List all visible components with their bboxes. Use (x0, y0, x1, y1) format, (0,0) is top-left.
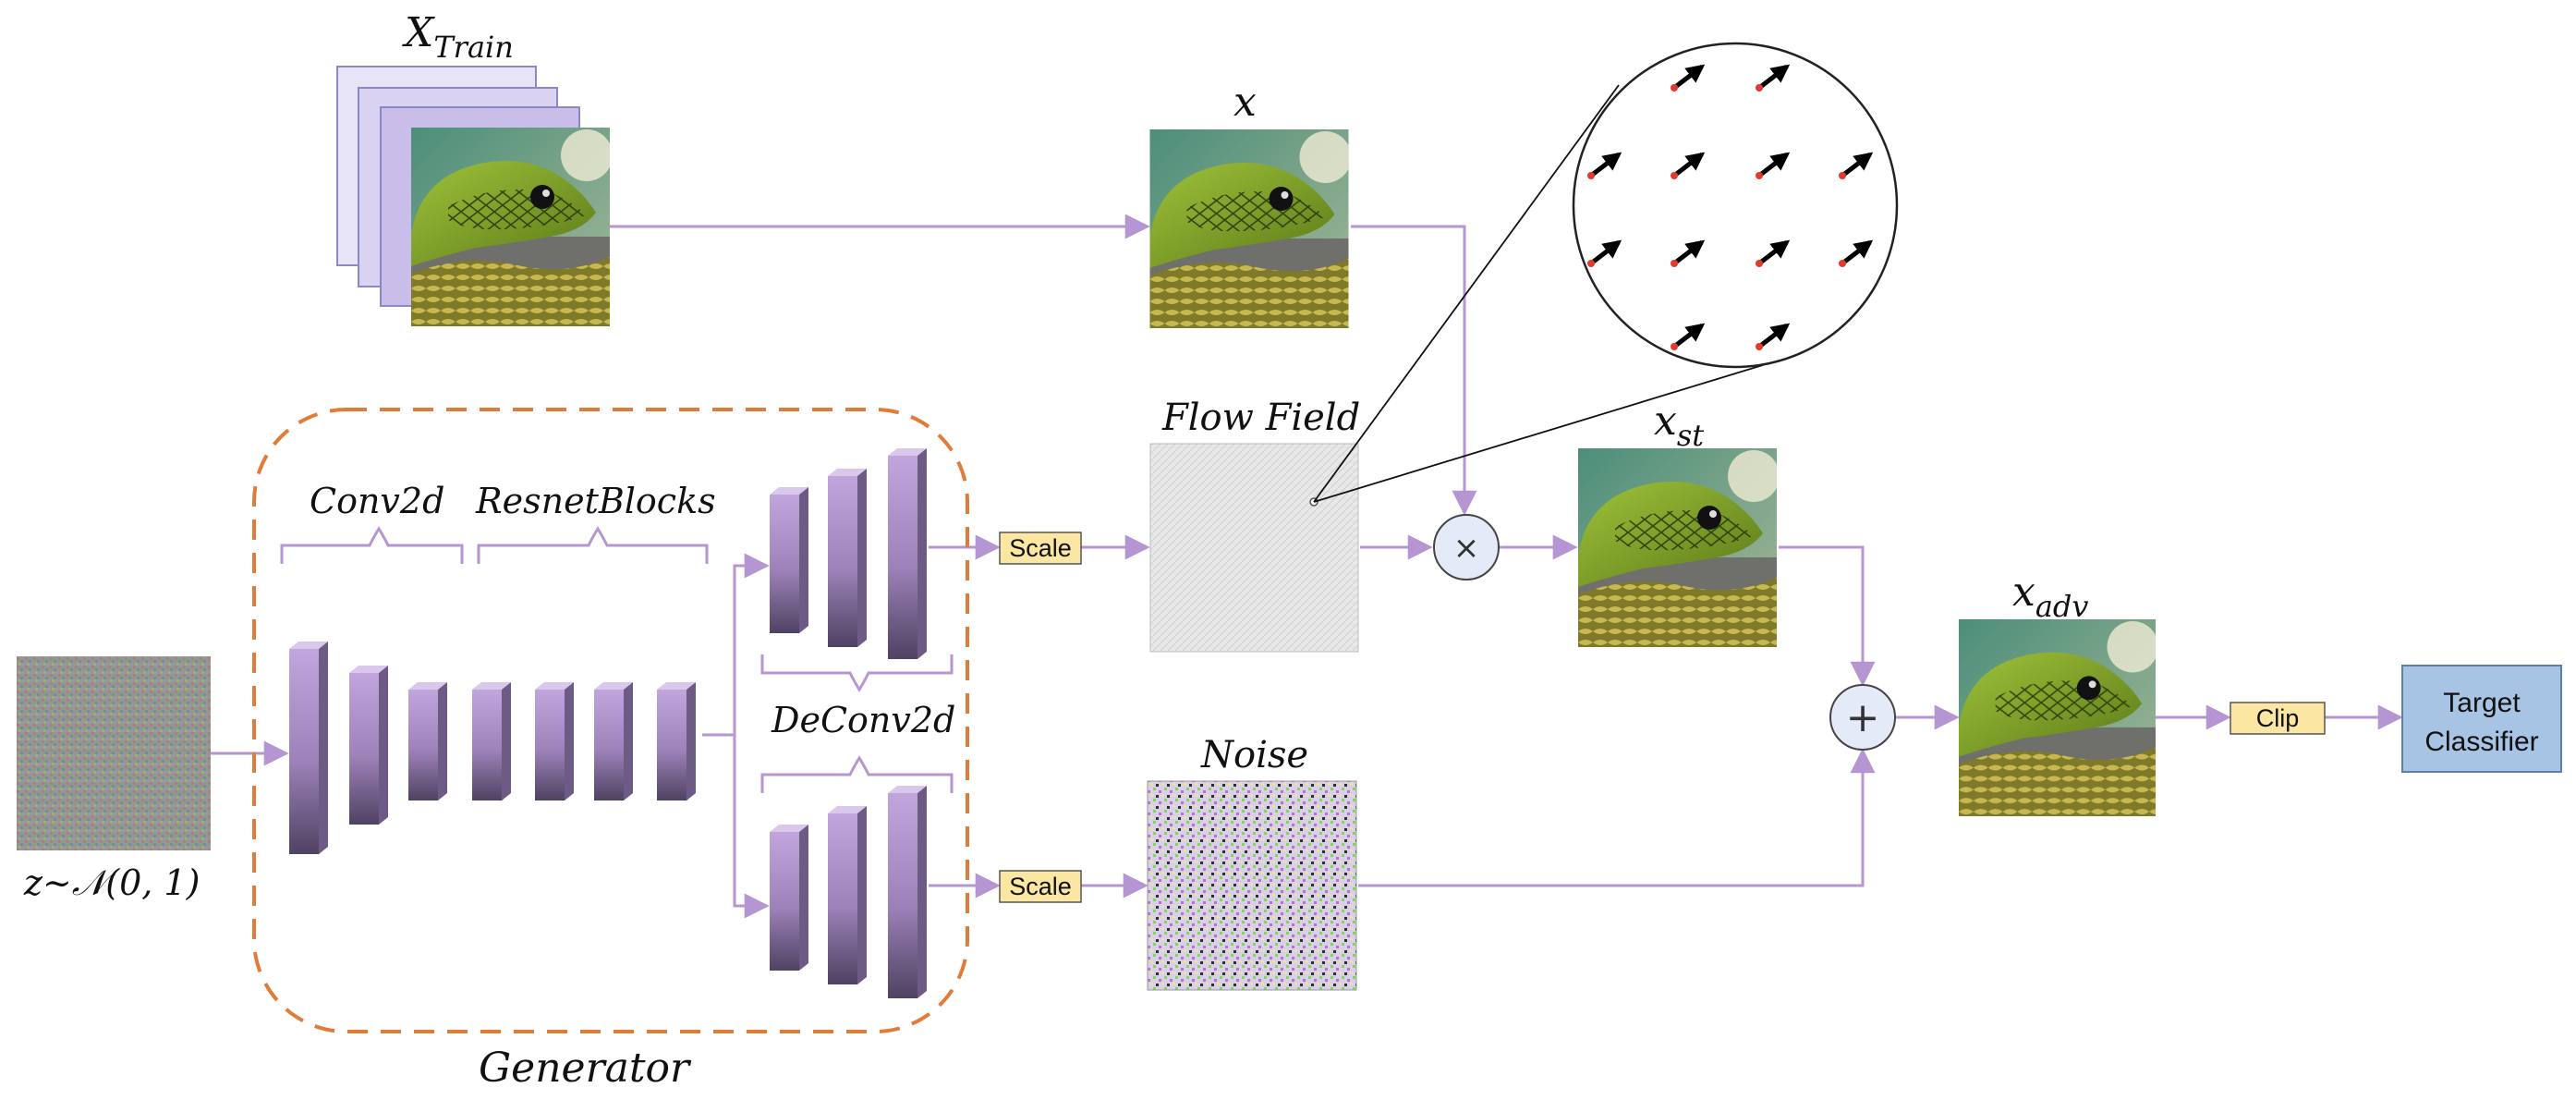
label-z-distribution: z~𝒩(0, 1) (23, 862, 200, 903)
flow-arrow-icon (1841, 152, 1874, 177)
snake-photo-xadv (1959, 619, 2156, 816)
flow-arrow-icon (1672, 239, 1706, 265)
multiply-icon: × (1453, 530, 1480, 567)
connectors (211, 214, 2403, 919)
add-operator (1829, 684, 1896, 751)
flow-arrow-icon (1589, 239, 1622, 265)
arrow-split-to-top-deconv (733, 553, 770, 735)
label-x-adv: xadv (2012, 568, 2088, 624)
flow-arrow-origins (1587, 84, 1846, 350)
conv2d-layers (289, 642, 447, 854)
resnet-layers (472, 682, 696, 801)
label-flow-field: Flow Field (1161, 397, 1360, 439)
layer-block (535, 682, 574, 801)
layer-block (408, 682, 447, 801)
layer-block (770, 825, 808, 971)
brace-deconv-bottom (760, 755, 954, 793)
arrow-split-to-bottom-deconv (733, 735, 770, 919)
snake-photo-train (411, 128, 610, 326)
layer-block (888, 786, 927, 998)
noise-image (1147, 780, 1357, 991)
z-noise-image (17, 656, 211, 850)
label-deconv2d: DeConv2d (771, 700, 955, 740)
label-x-st: xst (1654, 397, 1704, 453)
label-x: x (1233, 79, 1257, 126)
layer-block (349, 666, 388, 825)
flow-arrow-icon (1757, 323, 1791, 348)
deconv-top-layers (770, 448, 927, 659)
flow-arrow-icon (1672, 64, 1706, 90)
zoom-line-upper (1313, 84, 1620, 503)
flow-field-image (1149, 443, 1359, 653)
flow-arrow-icon (1841, 239, 1874, 265)
snake-photo-xst (1578, 448, 1777, 647)
arrow-xst-to-add (1779, 545, 1876, 687)
arrow-noise-to-add (1358, 748, 1876, 887)
snake-photo-x (1149, 129, 1349, 328)
flow-arrow-icon (1672, 152, 1706, 177)
generator-border (252, 408, 969, 1033)
clip-label: Clip (2256, 704, 2300, 732)
braces (280, 526, 954, 793)
layer-block (888, 448, 927, 659)
layer-block (828, 806, 867, 984)
scale-label-top: Scale (1009, 534, 1072, 562)
layer-block (289, 642, 328, 854)
flow-arrows (1589, 64, 1874, 348)
brace-conv2d (280, 526, 464, 564)
arrow-x-to-multiply (1351, 225, 1477, 516)
label-conv2d: Conv2d (310, 481, 444, 521)
flow-zoom-circle (1572, 42, 1899, 369)
layer-block (594, 682, 633, 801)
brace-resnet (477, 526, 709, 564)
scale-box-top (999, 532, 1082, 565)
train-image-stack (336, 66, 610, 326)
scale-label-bottom: Scale (1009, 873, 1072, 900)
label-x-train: XTrain (402, 9, 514, 65)
deconv-bottom-layers (770, 786, 927, 998)
scale-box-bottom (999, 870, 1082, 903)
label-resnet-blocks: ResnetBlocks (475, 481, 716, 521)
flow-arrow-icon (1757, 239, 1791, 265)
zoom-line-lower (1313, 364, 1764, 503)
target-classifier-label-line1: Target (2443, 688, 2521, 718)
target-classifier-box (2401, 665, 2562, 773)
layer-block (828, 469, 867, 647)
flow-arrow-icon (1589, 152, 1622, 177)
brace-deconv-top (760, 654, 954, 692)
label-noise: Noise (1200, 734, 1308, 776)
target-classifier-label-line2: Classifier (2424, 727, 2538, 757)
clip-box (2230, 702, 2326, 735)
flow-arrow-icon (1672, 323, 1706, 348)
flow-arrow-icon (1757, 64, 1791, 90)
layer-block (657, 682, 696, 801)
layer-block (770, 487, 808, 633)
multiply-operator (1433, 514, 1500, 581)
layer-block (472, 682, 511, 801)
flow-arrow-icon (1757, 152, 1791, 177)
add-icon: + (1846, 694, 1880, 741)
label-generator: Generator (479, 1045, 692, 1092)
